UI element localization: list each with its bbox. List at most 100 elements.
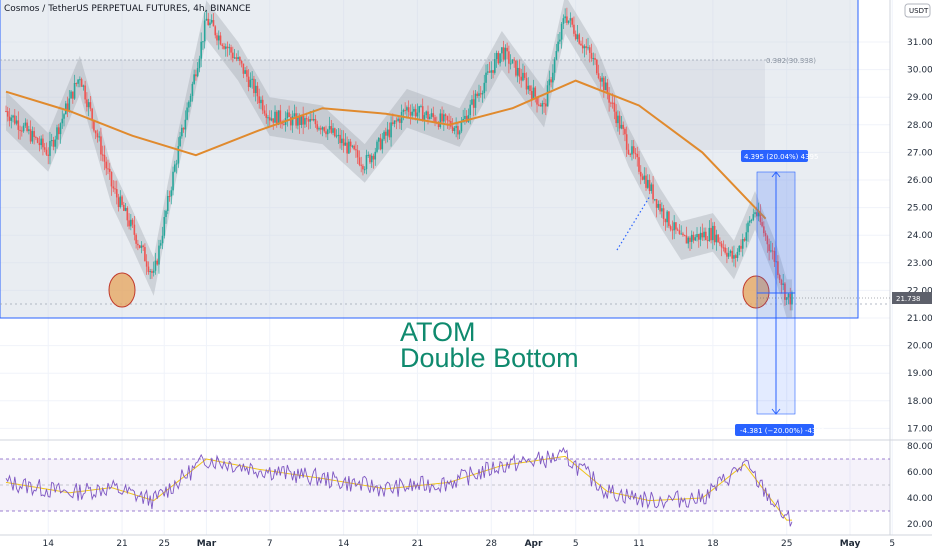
candle-body	[720, 243, 723, 248]
time-tick: 11	[633, 539, 644, 549]
candle-body	[205, 18, 208, 21]
candle-body	[529, 85, 531, 91]
candle-body	[64, 103, 67, 115]
candle-body	[247, 76, 250, 88]
candle-body	[112, 186, 115, 189]
candle-body	[523, 72, 526, 78]
candle-body	[620, 124, 623, 129]
candle-body	[370, 155, 373, 163]
candle-body	[355, 149, 357, 151]
candle-body	[214, 26, 217, 36]
candle-body	[504, 47, 507, 60]
candle-body	[501, 47, 503, 54]
candle-body	[680, 233, 682, 235]
candle-body	[332, 128, 334, 133]
candle-body	[571, 18, 573, 25]
currency-label: USDT	[909, 7, 929, 15]
candle-body	[31, 131, 34, 142]
candle-body	[191, 83, 194, 96]
candle-body	[573, 24, 575, 34]
candle-body	[358, 157, 361, 165]
time-tick: 7	[267, 539, 273, 549]
candle-body	[641, 176, 644, 180]
time-tick: May	[840, 539, 861, 549]
candle-body	[499, 53, 501, 64]
candle-body	[325, 131, 327, 135]
candle-body	[428, 116, 431, 120]
price-axis[interactable]: 31.000 30.000 29.000 28.000 27.000 26.000 25.0…	[907, 38, 932, 434]
candle-body	[509, 63, 512, 65]
candle-body	[86, 99, 88, 108]
price-pane[interactable]	[0, 0, 890, 436]
candle-body	[541, 103, 544, 107]
arrow-head-down	[771, 408, 781, 415]
price-tick: 23.000	[907, 259, 932, 269]
candle-body	[224, 46, 227, 49]
candle-body	[418, 106, 421, 113]
candles	[5, 7, 793, 311]
candle-body	[133, 224, 136, 235]
candle-body	[432, 113, 435, 118]
candle-body	[543, 103, 545, 105]
currency-badge[interactable]	[904, 3, 931, 18]
candle-body	[117, 197, 120, 208]
candle-body	[506, 47, 508, 52]
candle-body	[555, 51, 558, 60]
candle-body	[636, 153, 639, 158]
candle-body	[126, 207, 129, 221]
candle-body	[381, 139, 384, 150]
candle-body	[233, 57, 236, 59]
candle-body	[131, 219, 134, 225]
candle-body	[613, 102, 616, 112]
candle-body	[638, 157, 640, 172]
candle-body	[597, 73, 600, 79]
candle-body	[369, 154, 371, 163]
range-box	[0, 0, 859, 319]
candle-body	[741, 239, 744, 249]
candle-body	[778, 275, 781, 280]
candle-body	[669, 226, 672, 230]
candle-body	[75, 82, 78, 84]
candle-body	[295, 113, 297, 126]
candle-body	[279, 110, 282, 123]
price-tick: 26.000	[907, 176, 932, 186]
candle-body	[309, 119, 311, 122]
candle-body	[311, 119, 313, 121]
candle-body	[464, 115, 466, 119]
time-tick: 5	[889, 539, 895, 549]
candle-body	[330, 126, 333, 133]
time-axis[interactable]: 142125Mar7142128Apr5111825May59	[42, 539, 932, 549]
candle-body	[228, 47, 231, 49]
candle-body	[386, 129, 389, 136]
candle-body	[639, 171, 642, 177]
candle-body	[128, 220, 130, 227]
candle-body	[715, 234, 718, 243]
candle-body	[444, 114, 447, 117]
candle-body	[305, 118, 308, 120]
candle-body	[471, 99, 473, 105]
candle-body	[21, 130, 23, 132]
candle-body	[77, 79, 79, 84]
candle-body	[583, 46, 586, 49]
candle-body	[349, 141, 352, 147]
candle-body	[722, 247, 725, 249]
candle-body	[6, 111, 9, 117]
candle-body	[467, 115, 470, 122]
candle-body	[706, 240, 709, 242]
rsi-axis[interactable]: 80.00 60.00 40.00 20.00	[907, 442, 932, 530]
candle-body	[606, 82, 609, 94]
candle-body	[392, 122, 394, 124]
time-tick: 14	[338, 539, 350, 549]
candle-body	[453, 127, 456, 132]
candle-body	[80, 79, 83, 87]
candle-body	[362, 165, 364, 170]
candle-body	[736, 251, 739, 258]
candle-body	[318, 128, 320, 130]
candle-body	[768, 244, 770, 252]
candle-body	[151, 271, 153, 273]
candle-body	[87, 102, 90, 108]
time-tick: 14	[42, 539, 54, 549]
candle-body	[216, 35, 218, 41]
candle-body	[42, 138, 44, 148]
